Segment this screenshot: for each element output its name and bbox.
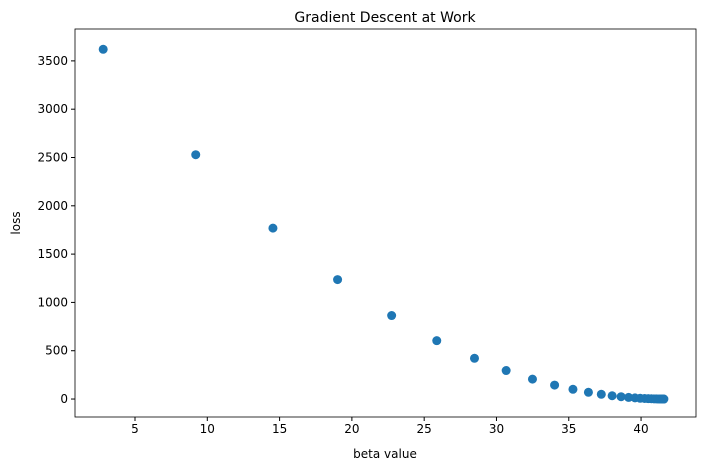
point <box>501 366 511 376</box>
point <box>527 374 537 384</box>
y-tick-label: 1000 <box>37 295 68 309</box>
point <box>432 336 442 346</box>
chart-title: Gradient Descent at Work <box>294 10 476 26</box>
y-tick-label: 3500 <box>37 54 68 68</box>
point <box>583 387 593 397</box>
y-tick-label: 2000 <box>37 199 68 213</box>
y-tick-label: 500 <box>45 344 68 358</box>
point <box>568 384 578 394</box>
point <box>596 389 606 399</box>
point <box>191 150 201 160</box>
point <box>659 394 669 404</box>
point <box>98 44 108 54</box>
x-tick-label: 10 <box>200 422 215 436</box>
point <box>607 391 617 401</box>
x-tick-label: 25 <box>417 422 432 436</box>
y-tick-label: 1500 <box>37 247 68 261</box>
y-axis-label: loss <box>9 211 23 234</box>
x-tick-label: 5 <box>131 422 139 436</box>
x-tick-label: 40 <box>633 422 648 436</box>
y-tick-label: 3000 <box>37 102 68 116</box>
point <box>469 353 479 363</box>
point <box>387 311 397 321</box>
x-tick-label: 15 <box>272 422 287 436</box>
x-axis-label: beta value <box>353 447 417 461</box>
point <box>616 392 626 402</box>
point <box>333 275 343 285</box>
plot-frame <box>74 28 697 418</box>
x-tick-label: 20 <box>344 422 359 436</box>
point <box>268 223 278 233</box>
point <box>550 380 560 390</box>
y-tick-label: 2500 <box>37 150 68 164</box>
y-tick-label: 0 <box>60 392 68 406</box>
x-tick-label: 30 <box>489 422 504 436</box>
x-tick-label: 35 <box>561 422 576 436</box>
